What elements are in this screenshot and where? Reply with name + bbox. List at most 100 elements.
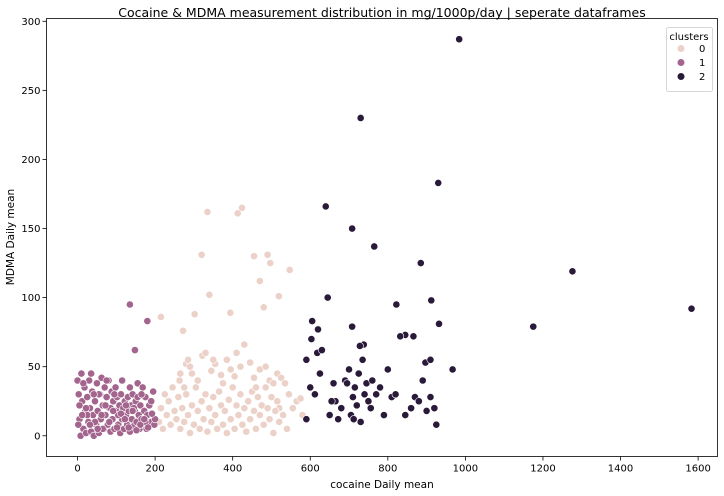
data-point-cluster-0	[285, 390, 293, 399]
x-axis-label: cocaine Daily mean	[330, 479, 433, 491]
data-point-cluster-0	[266, 259, 275, 267]
data-point-cluster-0	[219, 379, 227, 388]
data-point-cluster-0	[296, 394, 305, 403]
data-point-cluster-2	[383, 365, 392, 374]
data-point-cluster-0	[184, 411, 192, 419]
data-point-cluster-0	[160, 390, 169, 399]
data-point-cluster-0	[232, 401, 241, 410]
data-point-cluster-0	[168, 383, 177, 392]
data-point-cluster-2	[435, 319, 443, 328]
data-point-cluster-0	[234, 411, 243, 419]
data-point-cluster-2	[568, 267, 577, 276]
data-point-cluster-1	[105, 418, 114, 426]
data-point-cluster-0	[246, 358, 255, 367]
data-point-cluster-0	[195, 424, 204, 433]
y-axis-ticks: 0 50 100 150 200 250 300	[21, 17, 47, 442]
data-point-cluster-1	[117, 409, 125, 418]
data-point-cluster-1	[117, 390, 125, 399]
data-point-cluster-1	[77, 369, 86, 378]
data-point-cluster-2	[343, 379, 351, 388]
data-point-cluster-2	[455, 35, 464, 44]
data-point-cluster-0	[158, 424, 167, 433]
data-point-cluster-0	[281, 379, 289, 388]
data-point-cluster-0	[226, 308, 235, 317]
legend: clusters 0 1 2	[666, 27, 713, 92]
data-point-cluster-1	[86, 420, 94, 429]
legend-label-cluster-0: 0	[699, 44, 705, 55]
data-point-cluster-0	[180, 418, 189, 426]
data-point-cluster-1	[136, 401, 145, 410]
data-point-cluster-1	[122, 401, 130, 410]
data-point-cluster-0	[253, 393, 262, 401]
data-points	[73, 35, 696, 440]
data-point-cluster-0	[172, 415, 181, 424]
data-point-cluster-2	[349, 393, 357, 401]
data-point-cluster-2	[407, 404, 415, 413]
data-point-cluster-0	[255, 277, 264, 285]
legend-label-cluster-1: 1	[699, 58, 705, 69]
data-point-cluster-2	[325, 411, 334, 419]
legend-marker-cluster-1	[676, 58, 686, 67]
data-point-cluster-2	[321, 202, 330, 211]
data-point-cluster-0	[184, 355, 192, 364]
data-point-cluster-0	[252, 383, 260, 392]
data-point-cluster-2	[368, 376, 377, 385]
data-point-cluster-0	[238, 420, 247, 429]
data-point-cluster-2	[314, 325, 322, 334]
data-point-cluster-0	[221, 406, 229, 415]
data-point-cluster-0	[259, 303, 268, 312]
y-tick-label: 50	[28, 362, 41, 373]
x-axis-ticks: 0 200 400 600 800 1000 1200 1400 1600	[74, 456, 711, 475]
data-point-cluster-2	[416, 259, 425, 267]
data-point-cluster-0	[217, 401, 225, 410]
data-point-cluster-0	[186, 429, 194, 437]
data-point-cluster-1	[102, 393, 111, 401]
data-point-cluster-1	[89, 390, 98, 399]
data-point-cluster-2	[392, 300, 401, 309]
legend-marker-cluster-2	[676, 72, 686, 81]
x-tick-label: 600	[301, 464, 320, 475]
data-point-cluster-1	[133, 379, 142, 388]
y-axis-label: MDMA Daily mean	[5, 189, 17, 285]
data-point-cluster-1	[93, 379, 101, 388]
data-point-cluster-2	[306, 383, 315, 392]
x-tick-label: 0	[74, 464, 80, 475]
data-point-cluster-0	[261, 362, 270, 371]
data-point-cluster-2	[391, 390, 400, 399]
data-point-cluster-0	[271, 406, 280, 415]
data-point-cluster-0	[277, 373, 286, 382]
data-point-cluster-1	[83, 393, 92, 401]
data-point-cluster-0	[267, 393, 276, 401]
data-point-cluster-2	[427, 296, 436, 305]
data-point-cluster-1	[74, 420, 83, 429]
legend-marker-cluster-0	[676, 44, 686, 53]
data-point-cluster-2	[422, 406, 431, 415]
data-point-cluster-2	[432, 420, 441, 429]
data-point-cluster-0	[205, 404, 214, 413]
data-point-cluster-0	[226, 365, 235, 374]
data-point-cluster-0	[250, 406, 258, 415]
data-point-cluster-2	[364, 397, 373, 406]
data-point-cluster-0	[230, 424, 239, 433]
data-point-cluster-1	[148, 409, 156, 418]
data-point-cluster-2	[327, 397, 336, 406]
data-point-cluster-1	[113, 423, 121, 432]
data-point-cluster-0	[259, 420, 268, 429]
x-tick-label: 1400	[608, 464, 633, 475]
data-point-cluster-0	[246, 415, 255, 424]
data-point-cluster-0	[188, 369, 196, 378]
y-tick-label: 300	[21, 17, 40, 28]
data-point-cluster-0	[252, 424, 260, 433]
data-point-cluster-2	[348, 224, 357, 233]
data-point-cluster-0	[217, 371, 225, 379]
data-point-cluster-2	[409, 332, 418, 341]
data-point-cluster-0	[242, 427, 251, 436]
data-point-cluster-2	[355, 342, 364, 350]
x-tick-label: 400	[223, 464, 242, 475]
data-point-cluster-2	[426, 355, 435, 364]
data-point-cluster-0	[244, 397, 253, 406]
data-point-cluster-2	[334, 415, 343, 424]
data-point-cluster-1	[125, 383, 134, 392]
data-point-cluster-0	[189, 420, 198, 429]
